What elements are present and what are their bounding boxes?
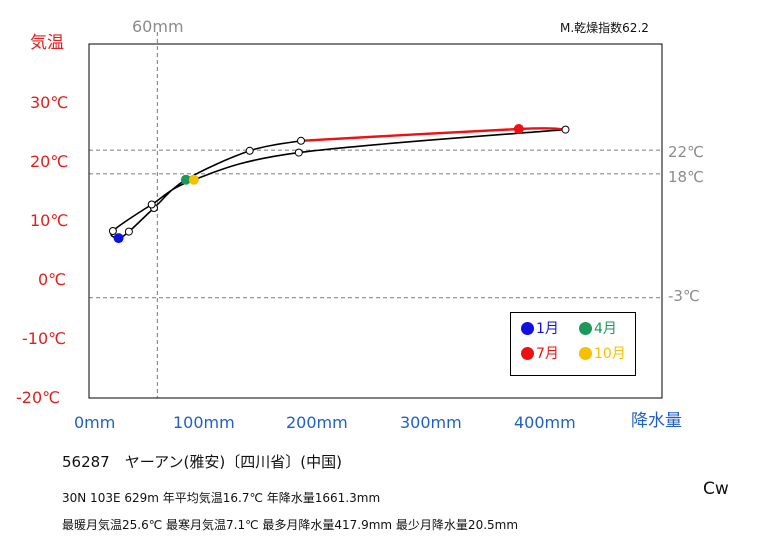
station-coords: 30N 103E 629m 年平均気温16.7℃ 年降水量1661.3mm xyxy=(62,491,381,505)
month-point xyxy=(561,125,570,134)
station-extremes: 最暖月気温25.6℃ 最寒月気温7.1℃ 最多月降水量417.9mm 最少月降水… xyxy=(62,518,519,532)
legend-dot xyxy=(579,347,592,360)
legend: 1月 4月 7月 10月 xyxy=(510,312,636,376)
month-points xyxy=(108,124,570,244)
x-tick-label: 200mm xyxy=(286,413,348,432)
climate-curve xyxy=(110,128,566,239)
month-point xyxy=(124,227,133,236)
month-point-highlight xyxy=(113,233,124,244)
legend-dot xyxy=(521,347,534,360)
legend-label: 10月 xyxy=(594,346,626,362)
x-tick-label: 100mm xyxy=(173,413,235,432)
climate-class: Cw xyxy=(703,479,729,499)
aridity-index: M.乾燥指数62.2 xyxy=(560,21,649,35)
y-axis-title: 気温 xyxy=(30,33,64,53)
month-point xyxy=(147,200,156,209)
legend-label: 7月 xyxy=(536,346,559,362)
x-axis-title: 降水量 xyxy=(631,411,682,431)
legend-dot xyxy=(579,322,592,335)
legend-item: 4月 xyxy=(579,322,617,336)
ref-x-label: 60mm xyxy=(132,17,184,36)
month-point-highlight xyxy=(513,124,524,134)
x-tick-label: 0mm xyxy=(74,413,116,432)
month-point-highlight xyxy=(180,174,191,185)
ref-18-label: 18℃ xyxy=(668,168,704,186)
legend-item: 10月 xyxy=(579,347,626,361)
legend-item: 7月 xyxy=(521,347,559,361)
legend-item: 1月 xyxy=(521,322,559,336)
climate-curves xyxy=(110,127,566,239)
y-tick-label: -20℃ xyxy=(16,388,61,407)
legend-label: 1月 xyxy=(536,321,559,337)
ref-22-label: 22℃ xyxy=(668,143,704,161)
y-tick-label: 0℃ xyxy=(38,270,67,289)
month-point xyxy=(108,227,117,235)
plot-frame xyxy=(88,43,663,399)
x-tick-label: 300mm xyxy=(400,413,462,432)
reference-lines xyxy=(89,32,662,398)
ref-m3-label: -3℃ xyxy=(668,287,700,305)
month-point xyxy=(245,146,254,155)
station-title: 56287 ヤーアン(雅安)〔四川省〕(中国) xyxy=(62,453,342,471)
y-tick-label: 10℃ xyxy=(30,211,69,230)
y-tick-label: -10℃ xyxy=(22,329,67,348)
x-tick-label: 400mm xyxy=(514,413,576,432)
summer-curve xyxy=(300,127,566,142)
y-tick-label: 30℃ xyxy=(30,93,69,112)
month-point-highlight xyxy=(188,174,199,185)
month-point xyxy=(297,136,305,145)
month-point xyxy=(294,148,303,157)
y-tick-label: 20℃ xyxy=(30,152,69,171)
legend-dot xyxy=(521,322,534,335)
legend-label: 4月 xyxy=(594,321,617,337)
